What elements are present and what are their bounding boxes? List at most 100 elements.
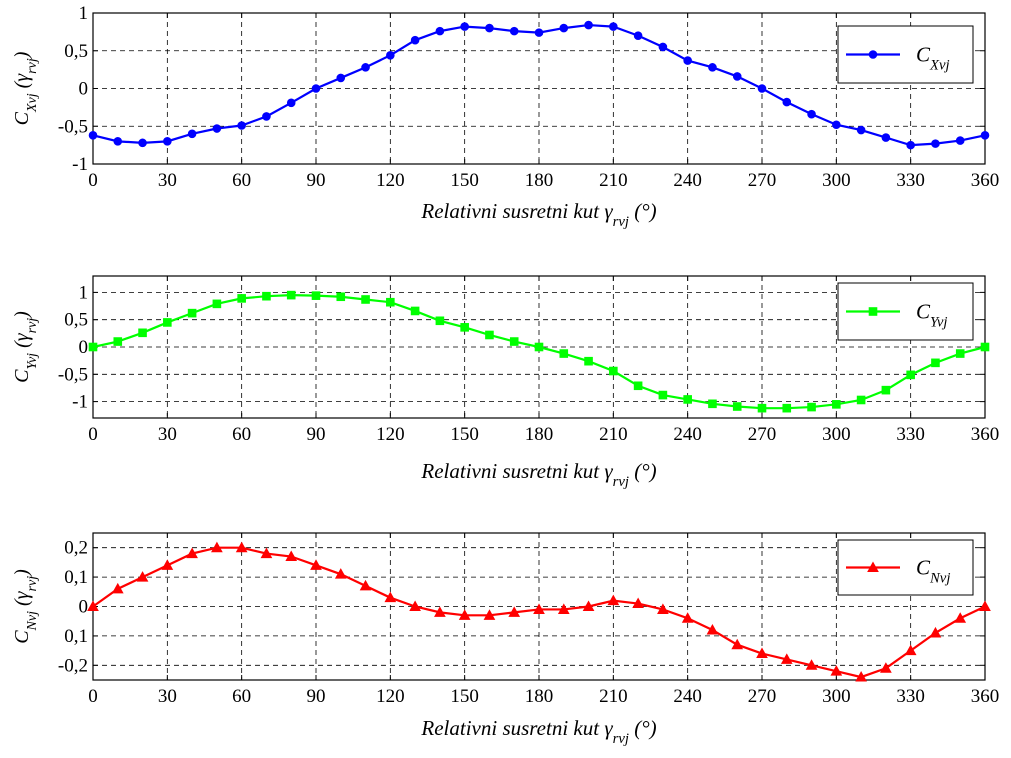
data-point <box>286 98 296 108</box>
data-point <box>732 402 742 411</box>
data-point <box>955 136 965 145</box>
data-point <box>485 330 494 340</box>
data-point <box>980 131 990 140</box>
data-point <box>458 609 471 620</box>
data-point <box>609 22 618 31</box>
x-tick-label: 240 <box>673 686 702 707</box>
data-point <box>658 390 668 400</box>
data-point <box>609 366 618 376</box>
y-tick-label: -1 <box>72 154 88 175</box>
data-point <box>584 20 593 30</box>
data-point <box>88 131 98 140</box>
data-point <box>881 133 891 142</box>
data-point <box>756 647 768 659</box>
legend-label: CNvj <box>916 556 950 587</box>
data-point <box>906 370 915 380</box>
x-tick-label: 330 <box>896 424 925 445</box>
data-point <box>509 26 519 36</box>
data-point <box>136 571 149 582</box>
x-tick-label: 210 <box>599 170 628 191</box>
data-point <box>111 582 124 594</box>
x-tick-label: 360 <box>971 424 1000 445</box>
x-tick-label: 240 <box>673 424 702 445</box>
data-point <box>534 342 544 352</box>
x-tick-label: 300 <box>822 170 851 191</box>
data-point <box>732 72 742 81</box>
data-point <box>805 659 818 670</box>
data-point <box>954 612 967 623</box>
x-tick-label: 90 <box>307 424 326 445</box>
data-point <box>559 349 569 358</box>
y-tick-label: 0 <box>79 79 89 100</box>
data-point <box>757 403 767 413</box>
data-point <box>708 63 717 72</box>
data-point <box>163 318 172 327</box>
data-point <box>632 597 644 609</box>
x-axis-label: Relativni susretni kut γrvj (°) <box>420 459 656 490</box>
y-tick-label: 0 <box>79 597 89 618</box>
y-tick-label: -1 <box>72 392 88 413</box>
x-tick-label: 120 <box>376 686 405 707</box>
data-point <box>508 606 521 617</box>
legend: CYvj <box>837 282 974 341</box>
data-point <box>979 600 991 611</box>
x-tick-label: 60 <box>232 686 251 707</box>
data-point <box>731 638 744 650</box>
y-tick-label: 1 <box>79 3 89 24</box>
data-point <box>361 63 370 72</box>
y-tick-label: 0,2 <box>64 538 88 559</box>
x-tick-label: 30 <box>158 170 177 191</box>
data-point <box>187 308 197 318</box>
data-point <box>460 323 469 332</box>
x-tick-label: 0 <box>88 424 98 445</box>
data-point <box>262 291 271 301</box>
data-point <box>87 600 99 611</box>
y-tick-label: -0,5 <box>58 364 88 385</box>
data-point <box>483 609 496 620</box>
y-tick-label: 0,1 <box>64 626 88 647</box>
legend-label: CXvj <box>916 43 950 74</box>
y-tick-label: -0,5 <box>58 116 88 137</box>
data-point <box>856 125 866 135</box>
data-point <box>881 385 891 395</box>
x-tick-label: 150 <box>450 170 479 191</box>
data-point <box>582 600 595 611</box>
chart-panel-1: 0 30 60 90 120 150 180 210 240 270 300 330 360 -1 -0,5… <box>11 3 999 230</box>
data-point <box>683 395 692 404</box>
legend-marker <box>868 307 878 316</box>
x-tick-label: 180 <box>525 424 554 445</box>
x-tick-label: 60 <box>232 424 251 445</box>
data-point <box>681 612 694 623</box>
x-tick-label: 360 <box>971 170 1000 191</box>
data-point <box>906 140 915 150</box>
data-point <box>929 626 942 638</box>
x-tick-label: 180 <box>525 170 554 191</box>
data-point <box>311 291 321 300</box>
legend-marker <box>867 561 879 572</box>
data-point <box>410 35 420 45</box>
y-tick-label: 1 <box>79 282 89 303</box>
y-tick-label: -0,2 <box>58 655 88 676</box>
data-point <box>386 50 395 60</box>
data-point <box>286 290 296 300</box>
data-point <box>980 342 990 352</box>
x-tick-label: 270 <box>748 424 777 445</box>
data-point <box>311 84 321 93</box>
data-point <box>212 299 222 309</box>
data-point <box>262 112 271 121</box>
data-point <box>807 109 816 119</box>
chart-panel-2: 0 30 60 90 120 150 180 210 240 270 300 330 360 -1 -0,5… <box>11 275 1000 490</box>
data-point <box>807 402 816 412</box>
data-point <box>657 603 669 614</box>
data-point <box>832 120 841 130</box>
data-point <box>658 42 668 52</box>
data-point <box>832 400 841 409</box>
y-tick-label: 0,5 <box>64 310 88 331</box>
chart-panel-3: 0 30 60 90 120 150 180 210 240 270 300 330 360 -0,2 0,… <box>11 532 999 747</box>
x-tick-label: 240 <box>673 170 702 191</box>
data-point <box>533 603 545 614</box>
x-tick-label: 30 <box>158 424 177 445</box>
x-tick-label: 90 <box>307 170 326 191</box>
data-point <box>359 579 372 591</box>
